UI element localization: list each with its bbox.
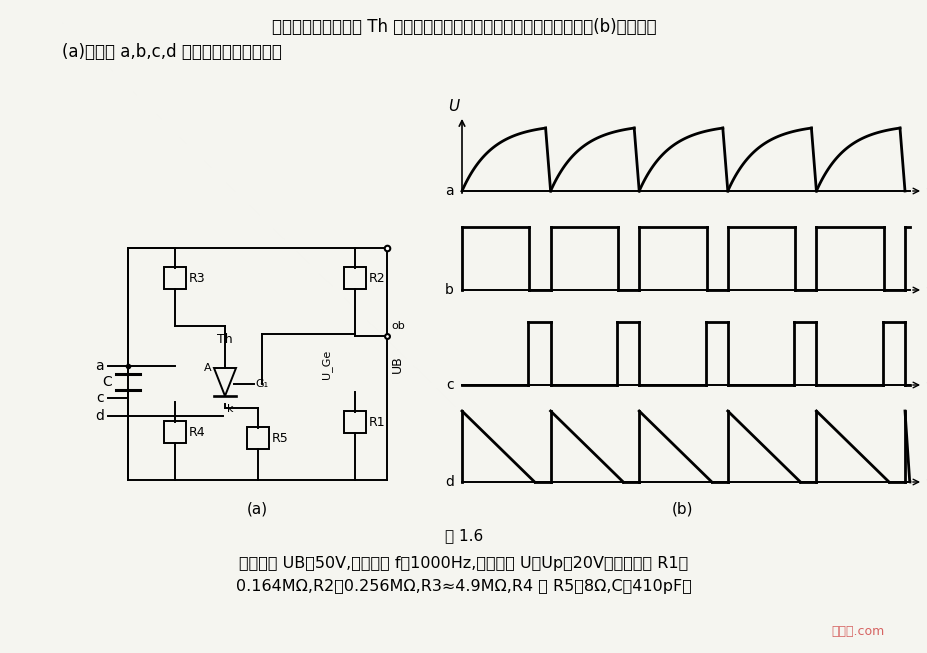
Bar — [344, 411, 365, 433]
Text: R2: R2 — [369, 272, 386, 285]
Text: t: t — [924, 379, 927, 393]
Text: t: t — [924, 185, 927, 199]
Text: b: b — [445, 283, 453, 297]
Text: 图 1.6: 图 1.6 — [444, 528, 483, 543]
Text: (b): (b) — [671, 502, 693, 517]
Text: c: c — [96, 391, 104, 405]
Text: C: C — [102, 375, 112, 389]
Text: A: A — [204, 363, 211, 373]
Text: t: t — [924, 284, 927, 298]
Text: R4: R4 — [189, 426, 206, 439]
Text: 0.164MΩ,R2＝0.256MΩ,R3≈4.9MΩ,R4 或 R5＝8Ω,C＝410pF。: 0.164MΩ,R2＝0.256MΩ,R3≈4.9MΩ,R4 或 R5＝8Ω,C… — [235, 579, 692, 594]
Text: ob: ob — [390, 321, 404, 331]
Text: U: U — [448, 99, 459, 114]
Bar — [247, 427, 269, 449]
Bar — [164, 421, 185, 443]
Text: R5: R5 — [272, 432, 288, 445]
Text: (a): (a) — [247, 502, 267, 517]
Text: t: t — [924, 476, 927, 490]
Text: U_Ge: U_Ge — [321, 349, 332, 379]
Text: d: d — [445, 475, 453, 489]
Text: G₁: G₁ — [255, 379, 268, 389]
Text: (a)电路中 a,b,c,d 各点输出的脉冲波形。: (a)电路中 a,b,c,d 各点输出的脉冲波形。 — [62, 43, 282, 61]
Text: k: k — [227, 404, 234, 414]
Text: 在本例中 UB＝50V,脉冲频率 f＝1000Hz,脉冲峰值 U＝Up＝20V。元件参数 R1＝: 在本例中 UB＝50V,脉冲频率 f＝1000Hz,脉冲峰值 U＝Up＝20V。… — [239, 556, 688, 571]
Text: a: a — [95, 359, 104, 373]
Text: R1: R1 — [369, 415, 386, 428]
Text: a: a — [445, 184, 453, 198]
Text: 利用程控单结晶体管 Th 可构成有多种波形输出的脉冲发生器电路。图(b)示出从图: 利用程控单结晶体管 Th 可构成有多种波形输出的脉冲发生器电路。图(b)示出从图 — [272, 18, 655, 36]
Bar — [344, 267, 365, 289]
Text: d: d — [95, 409, 104, 423]
Text: UB: UB — [390, 355, 403, 373]
Text: c: c — [446, 378, 453, 392]
Text: Th: Th — [217, 333, 233, 346]
Bar — [164, 267, 185, 289]
Text: 接线图.com: 接线图.com — [831, 625, 883, 638]
Text: R3: R3 — [189, 272, 206, 285]
